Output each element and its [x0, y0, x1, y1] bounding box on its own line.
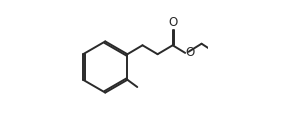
Text: O: O — [168, 16, 177, 29]
Text: O: O — [186, 46, 195, 59]
